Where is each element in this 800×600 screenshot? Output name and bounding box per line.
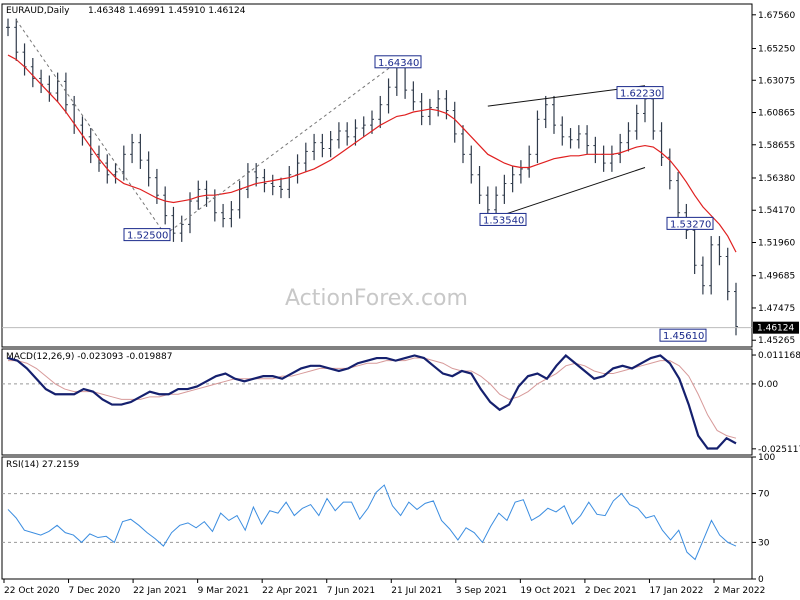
current-price-box (753, 321, 799, 334)
price-panel: ActionForex.com 1.67560 1.65250 1.63075 1.60… (1, 3, 799, 348)
price-header-ohlc: 1.46348 1.46991 1.45910 1.46124 (88, 6, 246, 16)
macd-line (7, 353, 737, 450)
price-tick-label-6: 1.54170 (758, 206, 795, 216)
price-tick-label-4: 1.58655 (758, 141, 795, 151)
x-tick-label-1: 7 Dec 2020 (69, 586, 121, 596)
annotation-label-5: 1.45610 (663, 331, 704, 342)
x-tick-label-6: 21 Jul 2021 (391, 586, 442, 596)
moving-average-line (7, 54, 737, 253)
annotation-label-2: 1.53540 (483, 215, 524, 226)
macd-tick-label-0: 0.011168 (758, 351, 800, 361)
price-header-symbol: EURAUD,Daily (6, 6, 70, 16)
price-tick-label-2: 1.63075 (758, 76, 795, 86)
x-tick-label-8: 19 Oct 2021 (520, 586, 576, 596)
rsi-header: RSI(14) 27.2159 (6, 460, 79, 470)
x-tick-label-5: 7 Jun 2021 (327, 586, 375, 596)
x-tick-label-10: 17 Jan 2022 (649, 586, 703, 596)
rsi-tick-label-0: 100 (758, 453, 775, 463)
annotation-label-4: 1.53270 (670, 219, 711, 230)
annotation-box-5 (659, 328, 707, 342)
annotation-label-3: 1.62230 (620, 89, 661, 100)
annotation-box-3 (616, 86, 664, 100)
annotation-label-1: 1.52500 (127, 231, 168, 242)
price-tick-label-0: 1.67560 (758, 11, 795, 21)
annotation-box-1 (123, 228, 171, 242)
rsi-tick-label-2: 30 (758, 538, 770, 548)
annotation-box-4 (666, 216, 714, 230)
price-tick-label-5: 1.56380 (758, 174, 795, 184)
macd-panel: MACD(12,26,9) -0.023093 -0.019887 0.01116… (1, 348, 800, 456)
annotation-box-2 (479, 212, 527, 226)
price-tick-label-7: 1.51960 (758, 238, 795, 248)
price-tick-label-3: 1.60865 (758, 109, 795, 119)
annotation-box-0 (374, 55, 422, 69)
x-tick-label-0: 22 Oct 2020 (4, 586, 60, 596)
rsi-tick-label-3: 0 (758, 575, 764, 585)
x-axis: 22 Oct 2020 7 Dec 2020 22 Jan 2021 9 Mar 20… (3, 579, 765, 596)
rsi-line (7, 484, 737, 561)
price-tick-label-1: 1.65250 (758, 45, 795, 55)
macd-tick-label-1: 0.00 (758, 380, 778, 390)
macd-tick-label-2: -0.025117 (758, 445, 800, 455)
rsi-frame (1, 456, 753, 580)
rsi-tick-label-1: 70 (758, 490, 770, 500)
x-tick-label-9: 2 Dec 2021 (585, 586, 637, 596)
x-tick-label-2: 22 Jan 2021 (133, 586, 187, 596)
macd-header: MACD(12,26,9) -0.023093 -0.019887 (6, 352, 172, 362)
trendline-dashed-rally (164, 61, 398, 236)
trendline-lower-channel (487, 166, 646, 221)
x-tick-label-7: 3 Sep 2021 (456, 586, 507, 596)
watermark-text: ActionForex.com (285, 286, 468, 311)
rsi-panel: RSI(14) 27.2159 100 70 30 0 (1, 453, 775, 585)
price-tick-label-9: 1.47475 (758, 304, 795, 314)
current-price-label: 1.46124 (757, 324, 794, 334)
x-tick-label-4: 22 Apr 2021 (262, 586, 318, 596)
annotation-label-0: 1.64340 (378, 58, 419, 69)
macd-signal-line (8, 357, 737, 439)
price-tick-label-8: 1.49685 (758, 272, 795, 282)
price-tick-label-10: 1.45265 (758, 336, 795, 346)
trendline-dashed-decline (15, 19, 166, 235)
x-tick-label-3: 9 Mar 2021 (198, 586, 249, 596)
x-tick-label-11: 2 Mar 2022 (714, 586, 765, 596)
